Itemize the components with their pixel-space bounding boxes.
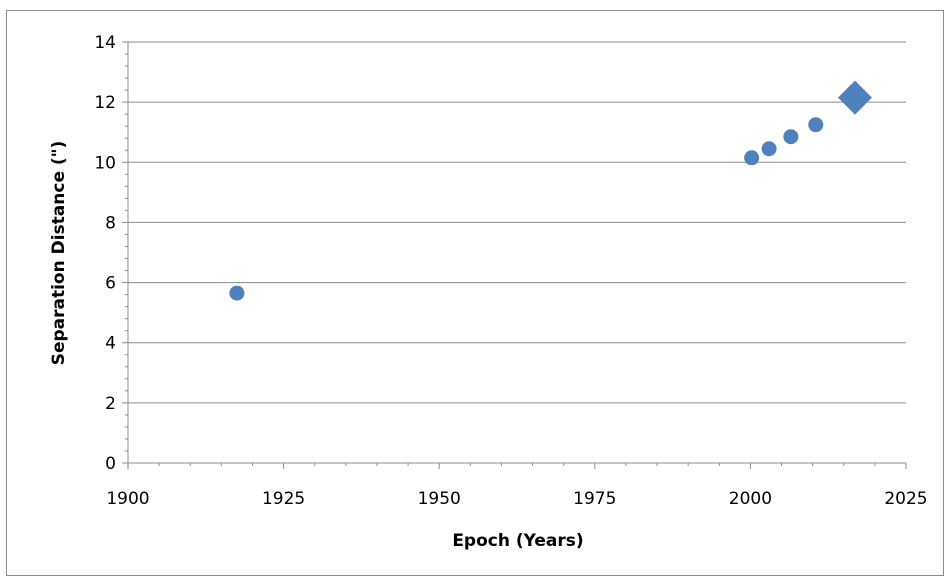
y-tick-label: 10: [94, 153, 116, 173]
y-axis-title: Separation Distance ("): [49, 141, 69, 366]
x-tick-label: 2025: [884, 489, 927, 509]
y-tick-label: 12: [94, 93, 116, 113]
x-tick-label: 1900: [106, 489, 149, 509]
chart-frame: [6, 10, 944, 576]
data-point-diamond: [837, 80, 872, 115]
y-tick-label: 8: [105, 213, 116, 233]
data-points: [229, 80, 872, 301]
y-tick-label: 0: [105, 454, 116, 474]
data-point: [808, 117, 824, 133]
data-point: [783, 129, 799, 145]
y-tick-label: 6: [105, 274, 116, 294]
x-tick-label: 1950: [418, 489, 461, 509]
x-tick-label: 2000: [729, 489, 772, 509]
gridlines: [128, 41, 906, 404]
x-tick-label: 1975: [573, 489, 616, 509]
axes: [127, 42, 906, 464]
data-point: [229, 285, 245, 301]
data-point: [744, 150, 760, 166]
x-tick-label: 1925: [262, 489, 305, 509]
data-point: [761, 141, 777, 157]
x-axis-ticks: 1900 1925 1950 1975 2000 2025: [106, 463, 928, 509]
y-axis-ticks: 0 2 4 6 8 10 12 14: [94, 33, 128, 474]
y-tick-label: 4: [105, 334, 116, 354]
x-axis-title: Epoch (Years): [452, 531, 583, 551]
y-tick-label: 14: [94, 33, 116, 53]
y-tick-label: 2: [105, 394, 116, 414]
